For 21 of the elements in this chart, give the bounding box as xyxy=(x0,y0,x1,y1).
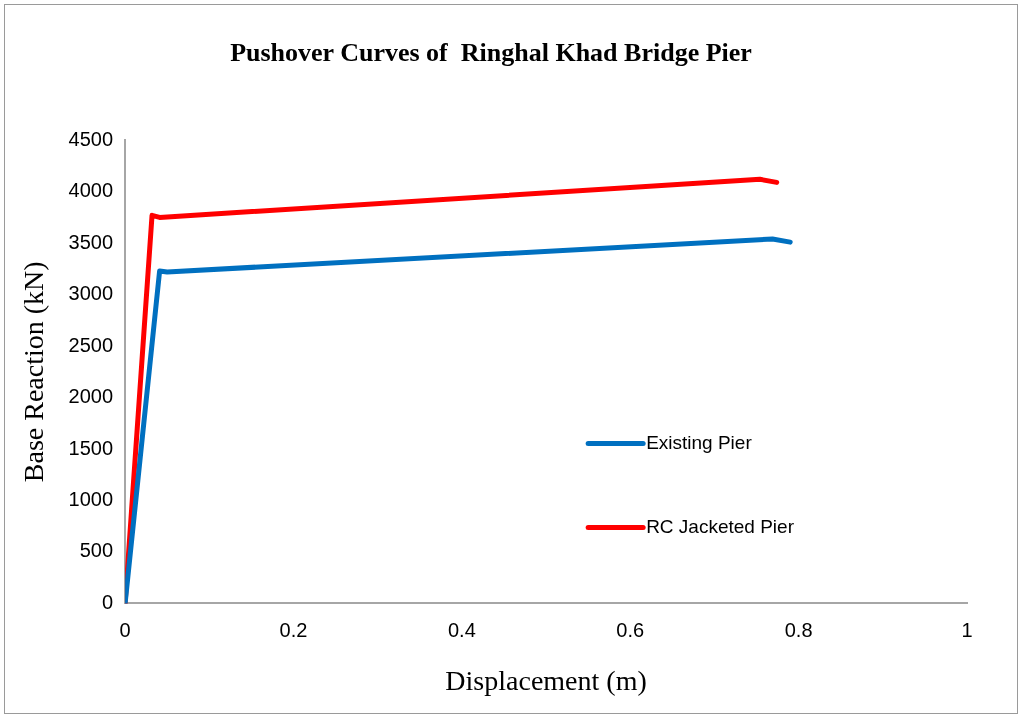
y-tick-label: 2000 xyxy=(68,385,114,408)
y-tick-label: 500 xyxy=(79,539,114,562)
y-tick-label: 4500 xyxy=(68,127,114,150)
x-tick-label: 0.8 xyxy=(784,618,813,641)
y-tick-label: 3000 xyxy=(68,282,114,305)
y-tick-label: 1500 xyxy=(68,436,114,459)
y-tick-label: 3500 xyxy=(68,230,114,253)
chart-title: Pushover Curves of Ringhal Khad Bridge Pier xyxy=(230,38,752,68)
x-tick-label: 1 xyxy=(961,618,973,641)
y-tick-label: 2500 xyxy=(68,333,114,356)
legend-label: Existing Pier xyxy=(646,431,753,453)
x-tick-label: 0.2 xyxy=(279,618,308,641)
y-tick-label: 0 xyxy=(101,590,114,613)
x-axis-title: Displacement (m) xyxy=(445,664,647,696)
y-axis-title: Base Reaction (kN) xyxy=(18,261,50,483)
legend-label: RC Jacketed Pier xyxy=(646,515,795,537)
y-tick-label: 4000 xyxy=(68,179,114,202)
x-tick-label: 0.6 xyxy=(616,618,645,641)
x-tick-label: 0.4 xyxy=(447,618,476,641)
x-tick-label: 0 xyxy=(119,618,131,641)
y-tick-label: 1000 xyxy=(68,487,114,510)
